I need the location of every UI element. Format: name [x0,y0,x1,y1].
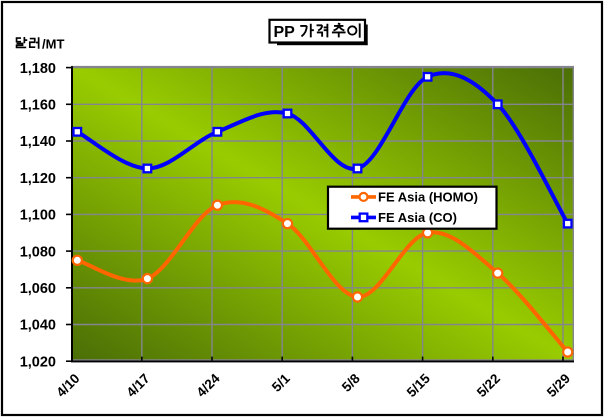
svg-text:1,060: 1,060 [20,281,56,297]
svg-text:/MT: /MT [42,36,64,51]
svg-text:1,040: 1,040 [20,318,56,334]
svg-text:FE Asia (HOMO): FE Asia (HOMO) [378,190,478,205]
svg-text:PP: PP [274,24,296,41]
svg-text:1,160: 1,160 [20,98,56,114]
svg-text:1,100: 1,100 [20,208,56,224]
svg-text:1,080: 1,080 [20,244,56,260]
svg-text:1,020: 1,020 [20,354,56,370]
svg-text:FE Asia (CO): FE Asia (CO) [378,210,457,225]
svg-text:1,120: 1,120 [20,171,56,187]
svg-text:1,140: 1,140 [20,134,56,150]
svg-text:1,180: 1,180 [20,61,56,77]
